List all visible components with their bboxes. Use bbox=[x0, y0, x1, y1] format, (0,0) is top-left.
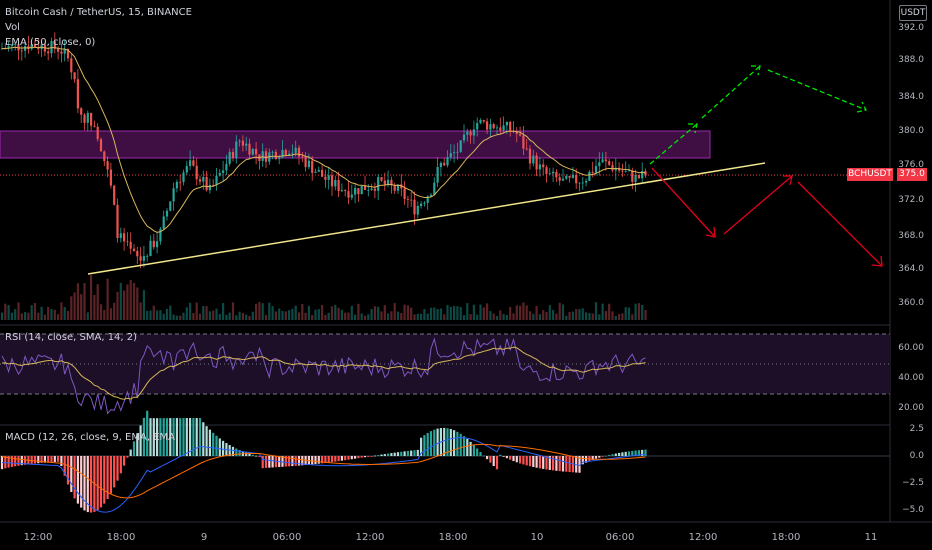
time-axis-label: 12:00 bbox=[688, 532, 718, 543]
price-axis-label: 384.0 bbox=[898, 92, 924, 102]
time-axis-label: 06:00 bbox=[272, 532, 302, 543]
time-axis-label: 12:00 bbox=[355, 532, 385, 543]
bullish-projection-arrows[interactable] bbox=[649, 65, 867, 165]
time-axis-label: 11 bbox=[864, 532, 878, 543]
price-axis-label: 364.0 bbox=[898, 264, 924, 274]
rsi-axis-label: 60.00 bbox=[898, 343, 924, 353]
price-axis-label: 376.0 bbox=[898, 160, 924, 170]
time-axis-label: 18:00 bbox=[106, 532, 136, 543]
rsi-axis-label: 20.00 bbox=[898, 403, 924, 413]
symbol-legend[interactable]: Bitcoin Cash / TetherUS, 15, BINANCE bbox=[5, 7, 192, 18]
macd-signal-line bbox=[1, 443, 646, 499]
currency-button[interactable]: USDT bbox=[899, 5, 927, 21]
time-axis-label: 06:00 bbox=[605, 532, 635, 543]
macd-axis-label: 0.0 bbox=[909, 451, 924, 461]
price-axis-label: 392.0 bbox=[898, 23, 924, 33]
macd-legend[interactable]: MACD (12, 26, close, 9, EMA, EMA) bbox=[5, 432, 179, 443]
ema-legend[interactable]: EMA (50, close, 0) bbox=[5, 37, 96, 48]
volume-bars bbox=[0, 274, 647, 320]
volume-legend[interactable]: Vol bbox=[5, 22, 20, 33]
macd-line bbox=[1, 437, 646, 513]
time-axis-label: 12:00 bbox=[23, 532, 53, 543]
price-axis-label: 360.0 bbox=[898, 298, 924, 308]
last-price-tag: 375.0 bbox=[897, 168, 927, 181]
ema-line bbox=[2, 46, 646, 233]
rsi-axis-label: 40.00 bbox=[898, 373, 924, 383]
macd-axis-label: 2.5 bbox=[909, 424, 924, 434]
rsi-line bbox=[1, 337, 646, 415]
rsi-legend[interactable]: RSI (14, close, SMA, 14, 2) bbox=[5, 332, 138, 343]
symbol-price-tag: BCHUSDT bbox=[847, 168, 893, 181]
resistance-zone[interactable] bbox=[0, 130, 711, 159]
time-axis-label: 10 bbox=[530, 532, 544, 543]
macd-axis-label: −5.0 bbox=[902, 505, 924, 515]
bearish-projection-arrows[interactable] bbox=[651, 167, 883, 267]
price-axis-label: 388.0 bbox=[898, 55, 924, 65]
macd-axis-label: −2.5 bbox=[902, 478, 924, 488]
ascending-trendline[interactable] bbox=[87, 162, 766, 275]
rsi-ma-line bbox=[1, 346, 646, 400]
time-axis-label: 9 bbox=[200, 532, 208, 543]
price-axis-label: 380.0 bbox=[898, 126, 924, 136]
price-axis-label: 372.0 bbox=[898, 195, 924, 205]
time-axis-label: 18:00 bbox=[438, 532, 468, 543]
time-axis-label: 18:00 bbox=[771, 532, 801, 543]
price-axis-label: 368.0 bbox=[898, 231, 924, 241]
